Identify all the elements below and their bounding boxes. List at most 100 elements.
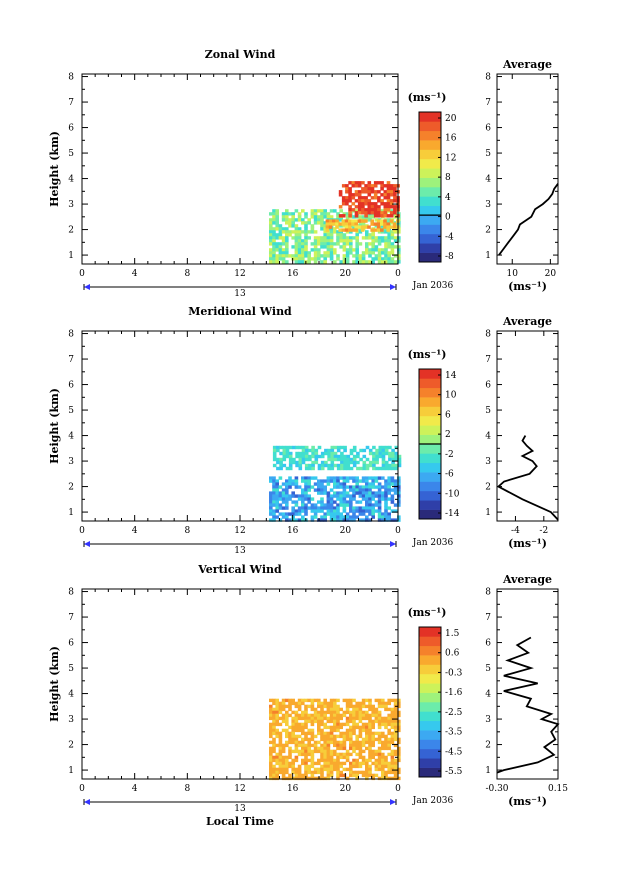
data-cell: [307, 746, 311, 751]
data-cell: [394, 451, 399, 456]
data-cell: [324, 460, 328, 465]
data-cell: [329, 755, 334, 760]
data-cell: [365, 776, 369, 781]
data-cell: [272, 227, 276, 231]
data-cell: [355, 506, 359, 510]
data-cell: [345, 212, 350, 216]
data-cell: [365, 503, 369, 507]
data-cell: [320, 758, 324, 763]
data-cell: [336, 746, 340, 751]
data-cell: [345, 199, 349, 203]
data-cell: [381, 755, 385, 760]
data-cell: [371, 506, 375, 510]
colorbar-label: 16: [445, 134, 457, 144]
data-cell: [352, 448, 357, 453]
data-cell: [269, 233, 273, 237]
data-cell: [344, 225, 349, 229]
data-cell: [288, 224, 292, 228]
data-cell: [357, 181, 362, 185]
colorbar-label: -4.5: [445, 747, 463, 757]
data-cell: [356, 466, 360, 471]
data-cell: [307, 218, 311, 222]
data-cell: [381, 719, 385, 724]
data-cell: [377, 701, 382, 706]
data-cell: [384, 518, 388, 522]
data-cell: [285, 755, 289, 760]
data-cell: [355, 752, 359, 757]
data-cell: [349, 710, 353, 715]
data-cell: [301, 776, 305, 781]
data-cell: [393, 491, 398, 495]
data-cell: [352, 509, 356, 513]
data-cell: [323, 518, 327, 522]
data-cell: [298, 454, 303, 459]
data-cell: [326, 482, 331, 486]
data-cell: [269, 254, 273, 258]
data-cell: [320, 737, 324, 742]
data-cell: [371, 257, 375, 261]
data-cell: [348, 222, 352, 226]
data-cell: [304, 242, 308, 246]
data-cell: [345, 758, 350, 763]
data-cell: [301, 230, 305, 234]
y-tick-label: 8: [68, 73, 74, 83]
data-cell: [380, 211, 384, 215]
data-cell: [320, 215, 324, 219]
colorbar-swatch: [419, 462, 441, 473]
y-tick-label: 6: [68, 381, 74, 391]
data-cell: [320, 764, 324, 769]
data-cell: [269, 770, 273, 775]
data-cell: [278, 476, 283, 480]
data-cell: [329, 503, 334, 507]
data-cell: [339, 746, 343, 751]
data-cell: [364, 202, 368, 206]
data-cell: [374, 761, 379, 766]
data-cell: [310, 728, 315, 733]
data-cell: [342, 509, 347, 513]
data-cell: [323, 227, 327, 231]
data-cell: [304, 749, 308, 754]
data-cell: [326, 725, 331, 730]
data-cell: [391, 448, 395, 453]
data-cell: [371, 710, 375, 715]
data-cell: [291, 224, 295, 228]
data-cell: [275, 497, 279, 501]
data-cell: [279, 463, 283, 468]
data-cell: [297, 698, 302, 703]
data-cell: [384, 722, 388, 727]
data-cell: [374, 767, 379, 772]
data-cell: [387, 746, 391, 751]
data-cell: [355, 260, 359, 264]
data-cell: [329, 716, 334, 721]
data-cell: [279, 451, 283, 456]
data-cell: [279, 466, 283, 471]
data-cell: [294, 776, 299, 781]
data-cell: [336, 698, 340, 703]
data-cell: [285, 479, 289, 483]
colorbar-swatch: [419, 369, 441, 379]
data-cell: [361, 236, 366, 240]
data-cell: [301, 451, 306, 456]
data-cell: [377, 719, 382, 724]
x-tick-label: 12: [234, 269, 245, 279]
data-cells: [269, 698, 401, 781]
data-cell: [307, 752, 311, 757]
data-cell: [336, 740, 340, 745]
data-cell: [373, 193, 378, 197]
data-cell: [325, 219, 330, 223]
data-cell: [348, 190, 352, 194]
data-cell: [358, 716, 363, 721]
colorbar-frame: [418, 626, 442, 778]
data-cell: [281, 698, 286, 703]
data-cell: [320, 482, 324, 486]
data-cell: [281, 749, 286, 754]
data-cell: [323, 710, 327, 715]
data-cell: [269, 740, 273, 745]
data-cell: [330, 466, 335, 471]
data-cell: [275, 509, 279, 513]
data-cell: [281, 755, 286, 760]
data-cell: [279, 445, 283, 450]
data-cell: [285, 221, 289, 225]
data-cell: [348, 187, 352, 191]
data-cell: [386, 199, 391, 203]
